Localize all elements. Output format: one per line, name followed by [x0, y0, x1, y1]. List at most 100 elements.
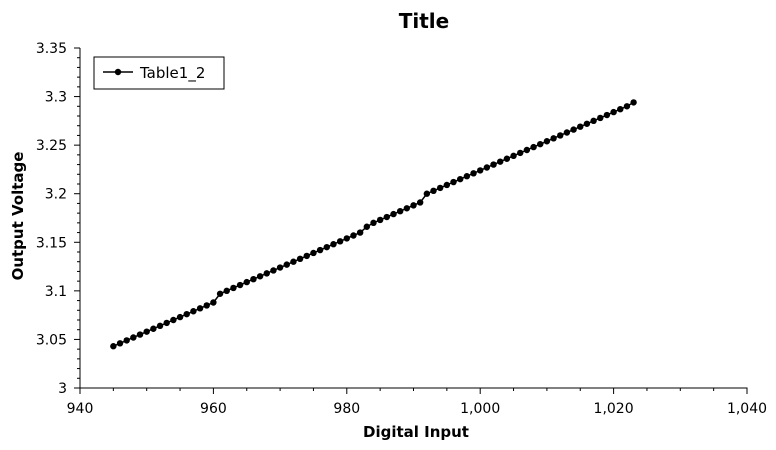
data-point [523, 146, 531, 154]
y-tick-label: 3.15 [36, 235, 67, 251]
data-point [563, 129, 571, 136]
data-point [456, 175, 464, 183]
data-point [356, 229, 364, 236]
y-axis-title: Output Voltage [9, 152, 27, 281]
y-tick-label: 3 [58, 381, 67, 397]
y-tick-label: 3.05 [36, 332, 67, 348]
data-point [303, 252, 310, 260]
data-point [550, 135, 557, 142]
y-tick-label: 3.2 [45, 187, 67, 203]
data-point [276, 264, 284, 271]
data-point [490, 161, 497, 168]
data-point [497, 158, 504, 165]
x-tick-label: 1,000 [460, 401, 500, 417]
data-point [416, 199, 424, 206]
data-point [143, 328, 150, 335]
data-point [243, 278, 250, 286]
data-point [503, 155, 511, 162]
x-tick-label: 960 [200, 401, 227, 417]
x-axis-title: Digital Input [363, 423, 469, 441]
data-point [150, 325, 157, 332]
data-point [370, 219, 377, 227]
data-point [270, 267, 277, 274]
data-point [443, 181, 451, 189]
y-tick-label: 3.3 [45, 90, 67, 106]
data-point [223, 287, 230, 295]
data-point [517, 149, 524, 157]
x-axis-ticks: 940 960 980 1,000 1,020 1,040 [67, 388, 767, 417]
data-point [543, 138, 551, 145]
data-point [330, 241, 337, 248]
data-point [577, 123, 584, 130]
legend-marker [114, 68, 122, 76]
data-point [283, 261, 290, 268]
x-tick-label: 940 [67, 401, 94, 417]
chart-title: Title [399, 9, 449, 33]
data-point [610, 108, 617, 116]
data-point [210, 299, 217, 306]
axes [79, 48, 748, 389]
data-point [583, 120, 591, 127]
data-point [156, 322, 164, 330]
data-point [597, 114, 604, 122]
data-point [343, 235, 350, 242]
data-point [296, 255, 304, 262]
y-tick-label: 3.25 [36, 138, 67, 154]
data-point [383, 213, 391, 221]
data-point [136, 331, 144, 338]
data-point [163, 319, 170, 327]
data-point [430, 187, 437, 194]
data-point [410, 202, 417, 209]
data-point [176, 313, 184, 321]
data-point [263, 270, 270, 277]
data-point [510, 152, 517, 160]
data-point [230, 284, 237, 292]
data-point [537, 140, 544, 148]
x-tick-label: 1,040 [727, 401, 767, 417]
data-point [190, 308, 197, 315]
data-point [403, 205, 411, 212]
data-point [470, 170, 477, 177]
data-point [423, 190, 431, 197]
data-point [116, 340, 124, 347]
data-point [350, 232, 357, 239]
y-tick-label: 3.1 [45, 284, 67, 300]
data-point [250, 276, 257, 283]
data-point [196, 305, 204, 312]
x-tick-label: 980 [333, 401, 360, 417]
data-point [630, 99, 637, 106]
data-point [396, 208, 404, 215]
data-point [603, 111, 611, 119]
data-point [183, 310, 190, 318]
data-point [530, 143, 537, 151]
data-point [436, 184, 444, 192]
data-point [323, 243, 330, 251]
data-point [336, 238, 344, 245]
data-point [203, 302, 210, 309]
data-point [570, 126, 577, 133]
series-layer [110, 99, 637, 350]
data-point [316, 246, 324, 254]
data-point [216, 290, 224, 297]
data-point [557, 132, 564, 139]
data-point [590, 117, 597, 125]
data-point [130, 334, 137, 341]
data-point [123, 337, 130, 344]
y-tick-label: 3.35 [36, 41, 67, 57]
data-point [483, 164, 491, 171]
data-point [290, 258, 297, 265]
data-point [310, 249, 317, 257]
y-axis-ticks: 3 3.05 3.1 3.15 3.2 3.25 3.3 3.35 [36, 41, 80, 397]
data-point [236, 281, 244, 289]
legend: Table1_2 [93, 56, 225, 90]
data-point [390, 210, 397, 218]
data-point [463, 173, 471, 180]
legend-label: Table1_2 [139, 64, 205, 83]
data-point [617, 106, 624, 113]
data-point [256, 273, 264, 280]
data-point [477, 167, 484, 174]
data-point [450, 178, 457, 186]
data-point [623, 103, 631, 110]
